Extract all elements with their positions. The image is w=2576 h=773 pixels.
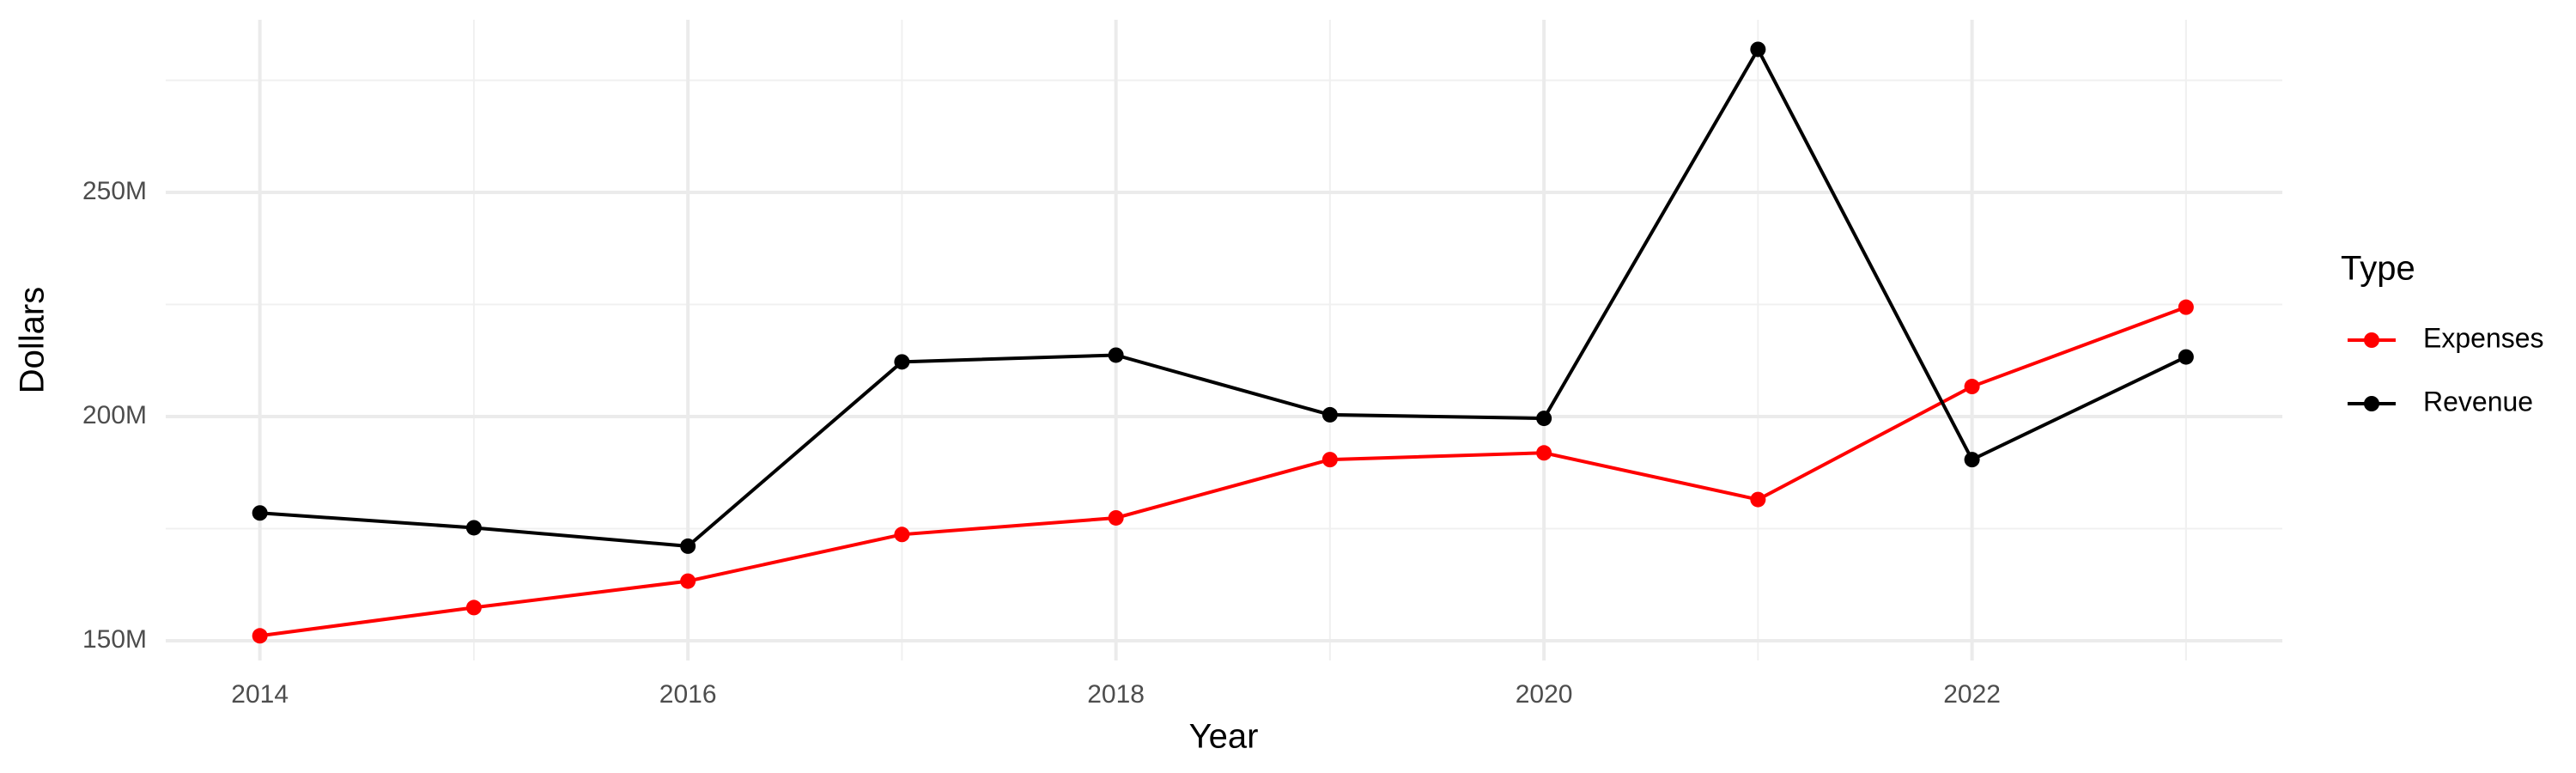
data-point bbox=[2178, 349, 2194, 365]
legend-title: Type bbox=[2341, 250, 2415, 288]
data-point bbox=[1964, 379, 1980, 395]
data-point bbox=[465, 600, 482, 616]
legend-key-point bbox=[2364, 396, 2379, 411]
data-point bbox=[894, 354, 910, 370]
data-point bbox=[252, 505, 268, 521]
legend-label: Revenue bbox=[2423, 386, 2533, 417]
y-tick-label: 250M bbox=[82, 177, 147, 205]
data-point bbox=[1536, 411, 1552, 427]
x-tick-label: 2018 bbox=[1087, 680, 1145, 709]
data-point bbox=[1536, 445, 1552, 461]
series-line bbox=[259, 46, 2187, 548]
x-tick-label: 2014 bbox=[231, 680, 289, 709]
x-tick-label: 2016 bbox=[659, 680, 717, 709]
y-tick-label: 200M bbox=[82, 401, 147, 429]
x-tick-label: 2022 bbox=[1943, 680, 2001, 709]
x-tick-label: 2020 bbox=[1516, 680, 1573, 709]
data-point bbox=[1108, 509, 1124, 526]
y-tick-label: 150M bbox=[82, 625, 147, 654]
data-point bbox=[2178, 299, 2194, 315]
data-point bbox=[1321, 452, 1338, 468]
legend-label: Expenses bbox=[2423, 322, 2544, 353]
data-point bbox=[252, 628, 268, 644]
data-point bbox=[1108, 347, 1124, 363]
data-point bbox=[1750, 491, 1766, 508]
data-point bbox=[1750, 41, 1766, 58]
y-axis-title: Dollars bbox=[14, 287, 52, 393]
data-point bbox=[894, 526, 910, 543]
x-axis-title: Year bbox=[1189, 718, 1259, 756]
data-point bbox=[680, 573, 696, 589]
series-line bbox=[259, 305, 2187, 638]
data-point bbox=[680, 538, 696, 554]
data-point bbox=[1321, 406, 1338, 423]
data-point bbox=[1964, 452, 1980, 468]
data-point bbox=[465, 520, 482, 536]
legend-key-point bbox=[2364, 332, 2379, 348]
